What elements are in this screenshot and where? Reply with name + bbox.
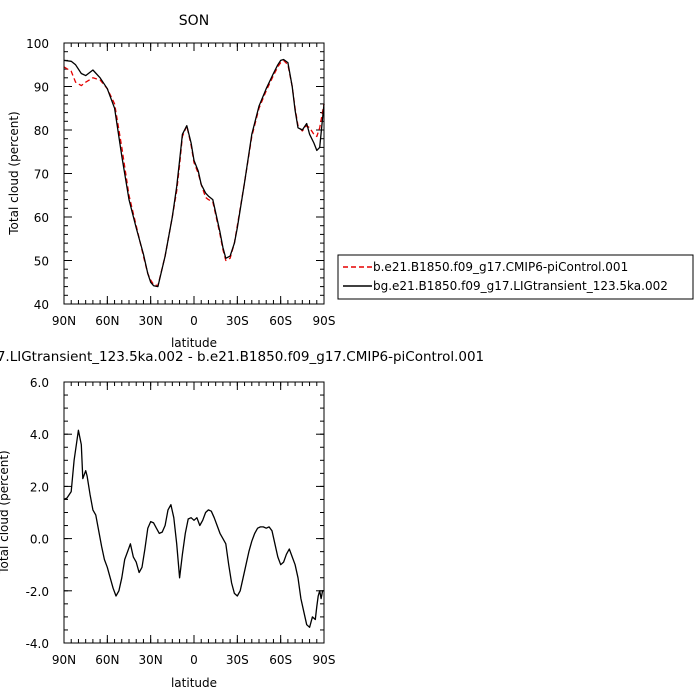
y-tick-label: -2.0 (26, 585, 49, 599)
top-chart-title: SON (179, 13, 209, 29)
x-tick-label: 30S (226, 314, 249, 328)
bottom-y-axis-label: Total cloud (percent) (0, 450, 11, 574)
y-tick-label: 6.0 (30, 376, 49, 390)
top-series-lines (63, 58, 325, 288)
x-tick-label: 0 (190, 314, 198, 328)
x-tick-label: 60S (269, 314, 292, 328)
legend: b.e21.B1850.f09_g17.CMIP6-piControl.001 … (337, 254, 694, 300)
y-tick-label: 100 (26, 37, 49, 51)
y-tick-label: 90 (34, 81, 49, 95)
top-x-axis-label: latitude (171, 336, 217, 350)
bottom-axis-ticks: -4.0 -2.0 0.0 2.0 4.0 6.0 90N 60N 30N 0 30S 60S 90S (26, 376, 336, 667)
x-tick-label: 30N (139, 314, 163, 328)
x-tick-label: 90N (52, 653, 76, 667)
x-tick-label: 60N (95, 653, 119, 667)
bottom-panel: bg.e21.B1850.f09_g17.LIGtransient_123.5k… (0, 349, 484, 690)
x-tick-label: 30N (139, 653, 163, 667)
legend-label-control: b.e21.B1850.f09_g17.CMIP6-piControl.001 (373, 260, 628, 274)
series-line-1 (63, 58, 325, 288)
y-tick-label: 2.0 (30, 480, 49, 494)
series-line-0 (63, 59, 325, 287)
legend-box (337, 254, 694, 300)
x-tick-label: 30S (226, 653, 249, 667)
x-tick-label: 90S (313, 314, 336, 328)
bottom-x-axis-label: latitude (171, 676, 217, 690)
top-y-axis-label: Total cloud (percent) (7, 111, 21, 235)
bottom-chart-title: bg.e21.B1850.f09_g17.LIGtransient_123.5k… (0, 349, 484, 365)
top-axis-ticks: 40 50 60 70 80 90 100 90N 60N 30N 0 30S 60S 90S (26, 37, 335, 328)
y-tick-label: 70 (34, 168, 49, 182)
series-line-0 (63, 429, 324, 628)
top-panel: SON latitude Total cloud (percent) 40 50 6… (7, 13, 335, 350)
y-tick-label: 50 (34, 255, 49, 269)
legend-label-lig: bg.e21.B1850.f09_g17.LIGtransient_123.5k… (373, 279, 668, 293)
x-tick-label: 90N (52, 314, 76, 328)
y-tick-label: 40 (34, 298, 49, 312)
y-tick-label: 60 (34, 211, 49, 225)
top-plot-frame (63, 42, 325, 305)
bottom-series-lines (63, 429, 324, 628)
y-tick-label: 4.0 (30, 428, 49, 442)
x-tick-label: 90S (313, 653, 336, 667)
x-tick-label: 0 (190, 653, 198, 667)
bottom-plot-frame (63, 381, 325, 644)
y-tick-label: 80 (34, 124, 49, 138)
x-tick-label: 60N (95, 314, 119, 328)
y-tick-label: -4.0 (26, 637, 49, 651)
x-tick-label: 60S (269, 653, 292, 667)
y-tick-label: 0.0 (30, 533, 49, 547)
